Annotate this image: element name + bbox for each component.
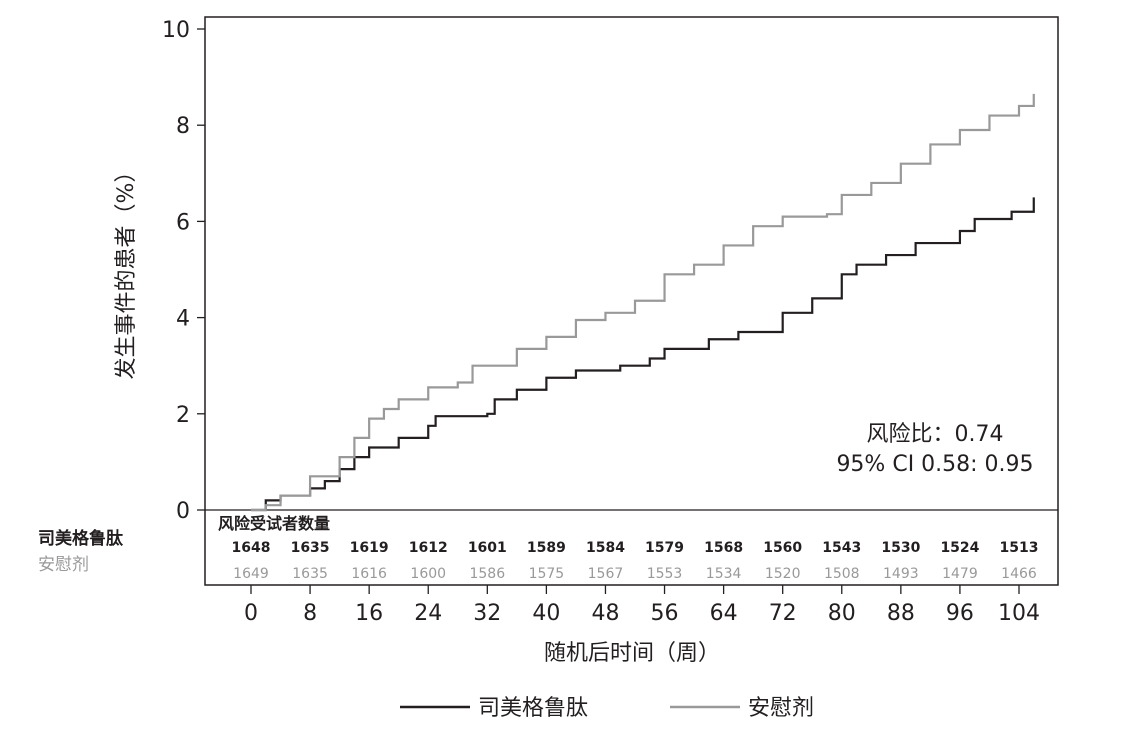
plot-frame bbox=[204, 16, 1059, 586]
risk-count-placebo: 1616 bbox=[351, 566, 387, 582]
risk-count-placebo: 1600 bbox=[410, 566, 446, 582]
y-axis-label: 发生事件的患者（%） bbox=[114, 161, 139, 380]
risk-count-semaglutide: 1543 bbox=[822, 540, 861, 556]
x-tick-label: 72 bbox=[769, 601, 797, 626]
x-tick-label: 64 bbox=[710, 601, 738, 626]
risk-count-placebo: 1635 bbox=[292, 566, 328, 582]
hazard-ratio-annotation: 风险比：0.74 bbox=[867, 422, 1004, 447]
risk-count-semaglutide: 1524 bbox=[940, 540, 979, 556]
x-tick-label: 56 bbox=[651, 601, 679, 626]
risk-count-semaglutide: 1601 bbox=[468, 540, 507, 556]
risk-count-semaglutide: 1513 bbox=[1000, 540, 1039, 556]
x-tick-label: 32 bbox=[473, 601, 501, 626]
y-tick-label: 6 bbox=[176, 210, 190, 235]
legend-label-placebo: 安慰剂 bbox=[748, 696, 814, 721]
y-tick-label: 8 bbox=[176, 114, 190, 139]
risk-count-placebo: 1575 bbox=[529, 566, 565, 582]
y-tick-label: 4 bbox=[176, 307, 190, 332]
x-tick-label: 16 bbox=[355, 601, 383, 626]
risk-count-placebo: 1466 bbox=[1001, 566, 1037, 582]
x-tick-label: 88 bbox=[887, 601, 915, 626]
risk-count-semaglutide: 1568 bbox=[704, 540, 743, 556]
risk-count-semaglutide: 1612 bbox=[409, 540, 448, 556]
risk-row-label-semaglutide: 司美格鲁肽 bbox=[38, 528, 124, 549]
x-tick-label: 24 bbox=[414, 601, 442, 626]
risk-table-title: 风险受试者数量 bbox=[218, 514, 330, 533]
x-tick-label: 48 bbox=[591, 601, 619, 626]
risk-count-semaglutide: 1560 bbox=[763, 540, 802, 556]
x-tick-label: 40 bbox=[532, 601, 560, 626]
risk-table: 1648 1635 1619 1612 1601 1589 1584 1579 1568 1560… bbox=[232, 540, 1039, 582]
x-tick-label: 8 bbox=[303, 601, 317, 626]
y-tick-label: 10 bbox=[162, 18, 190, 43]
x-tick-label: 0 bbox=[244, 601, 258, 626]
risk-count-placebo: 1534 bbox=[706, 566, 742, 582]
risk-count-semaglutide: 1584 bbox=[586, 540, 625, 556]
x-tick-label: 80 bbox=[828, 601, 856, 626]
risk-count-semaglutide: 1648 bbox=[232, 540, 271, 556]
y-tick-label: 0 bbox=[176, 499, 190, 524]
legend: 司美格鲁肽 安慰剂 bbox=[400, 696, 814, 721]
risk-row-label-placebo: 安慰剂 bbox=[38, 555, 89, 575]
series-lines bbox=[251, 93, 1035, 512]
risk-count-placebo: 1520 bbox=[765, 566, 801, 582]
x-tick-label: 104 bbox=[998, 601, 1040, 626]
risk-count-placebo: 1493 bbox=[883, 566, 919, 582]
risk-count-semaglutide: 1589 bbox=[527, 540, 566, 556]
risk-count-placebo: 1649 bbox=[233, 566, 269, 582]
risk-count-placebo: 1586 bbox=[469, 566, 505, 582]
risk-count-placebo: 1567 bbox=[588, 566, 624, 582]
y-axis: 0 2 4 6 8 10 bbox=[162, 18, 205, 524]
x-axis: 0 8 16 24 32 40 48 56 64 72 80 88 96 104 bbox=[244, 585, 1040, 626]
y-tick-label: 2 bbox=[176, 403, 190, 428]
x-tick-label: 96 bbox=[946, 601, 974, 626]
series-line-placebo bbox=[251, 93, 1035, 512]
risk-count-semaglutide: 1619 bbox=[350, 540, 389, 556]
risk-count-semaglutide: 1579 bbox=[645, 540, 684, 556]
risk-count-semaglutide: 1635 bbox=[291, 540, 330, 556]
risk-count-semaglutide: 1530 bbox=[881, 540, 920, 556]
ci-annotation: 95% CI 0.58: 0.95 bbox=[836, 452, 1033, 477]
risk-count-placebo: 1508 bbox=[824, 566, 860, 582]
x-axis-label: 随机后时间（周） bbox=[544, 641, 720, 666]
risk-count-placebo: 1553 bbox=[647, 566, 683, 582]
legend-label-semaglutide: 司美格鲁肽 bbox=[478, 696, 588, 721]
risk-count-placebo: 1479 bbox=[942, 566, 978, 582]
